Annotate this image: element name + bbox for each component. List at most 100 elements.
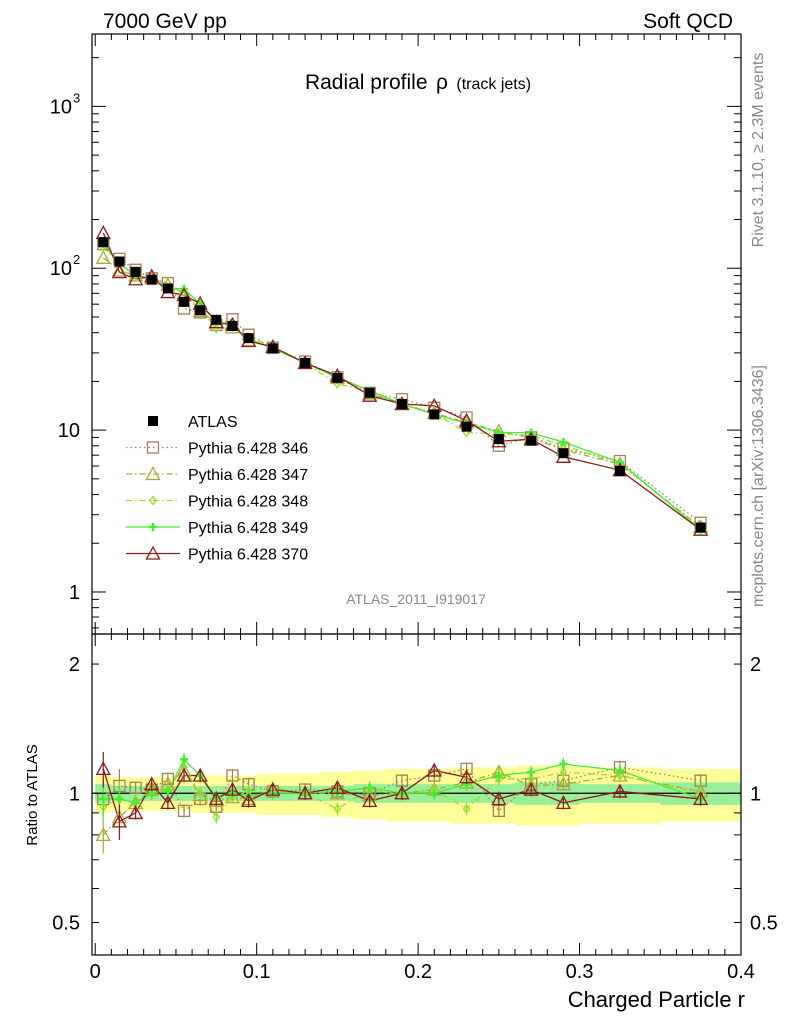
- series-ratio-point: [462, 803, 471, 814]
- series-line-4: [103, 758, 701, 804]
- ratio-series-lines: [102, 758, 701, 836]
- y-tick-label-right: 1: [750, 783, 761, 805]
- series-ratio-point: [523, 781, 539, 796]
- series-point: [95, 249, 111, 264]
- series-ratio-point: [333, 803, 342, 814]
- series-line-5: [102, 232, 702, 531]
- series-ratio-point: [177, 804, 191, 818]
- series-line-5: [102, 768, 701, 823]
- series-ratio-point: [555, 794, 572, 809]
- atlas-point: [526, 435, 537, 446]
- series-ratio-point: [160, 794, 176, 809]
- series-ratio-point: [612, 783, 628, 798]
- series-line-1: [102, 243, 702, 524]
- x-tick-labels: 0 0.1 0.2 0.3 0.4: [90, 961, 755, 983]
- series-ratio-point: [192, 787, 208, 802]
- series-ratio-point: [127, 805, 144, 820]
- header-right: Soft QCD: [643, 10, 733, 33]
- series-ratio-point: [365, 783, 374, 792]
- series-point: [180, 286, 188, 298]
- series-ratio-point: [111, 813, 128, 828]
- y-tick-exponent: 2: [73, 252, 80, 267]
- atlas-point: [695, 522, 706, 533]
- y-tick-label-right: 2: [750, 654, 761, 676]
- chart-title: Radial profile ρ (track jets): [305, 71, 531, 94]
- series-ratio-point: [99, 794, 108, 803]
- series-ratio-point: [196, 788, 204, 799]
- series-ratio-point: [115, 794, 124, 803]
- atlas-point: [461, 421, 472, 432]
- series-ratio-point: [265, 781, 281, 796]
- legend-marker: [148, 416, 158, 426]
- x-tick-label: 0.3: [566, 961, 594, 983]
- y-tick-label: 0.5: [52, 912, 80, 934]
- y-tick-label: 2: [69, 654, 80, 676]
- y-tick-label: 10: [58, 420, 80, 442]
- atlas-point: [332, 372, 343, 383]
- series-ratio-point: [430, 789, 439, 798]
- series-ratio-point: [458, 769, 475, 784]
- series-ratio-point: [527, 768, 536, 777]
- legend-marker: [149, 523, 157, 531]
- ratio-data-points: [95, 751, 709, 854]
- series-ratio-point: [163, 787, 172, 796]
- atlas-point: [227, 320, 238, 331]
- series-ratio-point: [615, 766, 624, 775]
- x-axis-label: Charged Particle r: [568, 987, 745, 1012]
- series-point: [95, 225, 111, 240]
- series-ratio-point: [208, 793, 224, 808]
- atlas-point: [195, 305, 206, 316]
- atlas-point: [211, 314, 222, 325]
- x-tick-label: 0.1: [243, 961, 271, 983]
- atlas-point: [267, 343, 278, 354]
- atlas-point: [558, 448, 569, 459]
- header-left: 7000 GeV pp: [103, 10, 227, 33]
- x-tick-label: 0.2: [404, 961, 432, 983]
- x-tick-label: 0.4: [727, 961, 755, 983]
- series-ratio-point: [297, 785, 313, 800]
- series-ratio-point: [559, 760, 568, 769]
- series-ratio-point: [616, 770, 624, 781]
- legend: ATLAS Pythia 6.428 346 Pythia 6.428 347 Pyt…: [126, 414, 308, 564]
- title-symbol: ρ: [436, 71, 448, 94]
- series-ratio-point: [241, 793, 257, 808]
- main-data-points: [95, 225, 709, 536]
- series-ratio-point: [494, 771, 503, 780]
- main-frame: [91, 33, 742, 635]
- series-line-2: [102, 257, 702, 528]
- title-sub: (track jets): [456, 76, 531, 93]
- ratio-y-axis-label: Ratio to ATLAS: [24, 744, 41, 845]
- title-main: Radial profile: [305, 71, 428, 94]
- main-series-lines: [102, 232, 702, 531]
- legend-marker: [145, 545, 161, 560]
- rivet-label: Rivet 3.1.10, ≥ 2.3M events: [750, 53, 767, 248]
- series-ratio-point: [394, 785, 410, 800]
- series-line-1: [102, 766, 701, 812]
- series-ratio-point: [144, 776, 160, 791]
- ratio-y-ticks: 0.5 1 2 0.5 1 2: [52, 654, 778, 934]
- series-line-4: [102, 243, 702, 531]
- y-tick-exponent: 3: [73, 90, 80, 105]
- series-ratio-point: [226, 769, 239, 782]
- series-ratio-point: [208, 791, 224, 806]
- y-tick-label: 10: [50, 96, 72, 118]
- legend-marker: [145, 466, 161, 481]
- series-ratio-point: [180, 755, 189, 764]
- analysis-label: ATLAS_2011_I919017: [346, 591, 486, 607]
- legend-marker: [149, 495, 157, 506]
- series-ratio-point: [224, 781, 241, 796]
- y-tick-label-right: 0.5: [750, 912, 778, 934]
- ratio-frame: [91, 633, 742, 956]
- series-ratio-point: [491, 791, 507, 806]
- atlas-point: [493, 434, 504, 445]
- legend-label: Pythia 6.428 348: [188, 494, 308, 511]
- atlas-point: [300, 357, 311, 368]
- y-tick-label: 1: [69, 783, 80, 805]
- legend-label: Pythia 6.428 370: [188, 547, 308, 564]
- series-ratio-point: [95, 827, 111, 842]
- series-ratio-point: [212, 812, 221, 823]
- legend-label: Pythia 6.428 347: [188, 467, 308, 484]
- atlas-point: [429, 409, 440, 420]
